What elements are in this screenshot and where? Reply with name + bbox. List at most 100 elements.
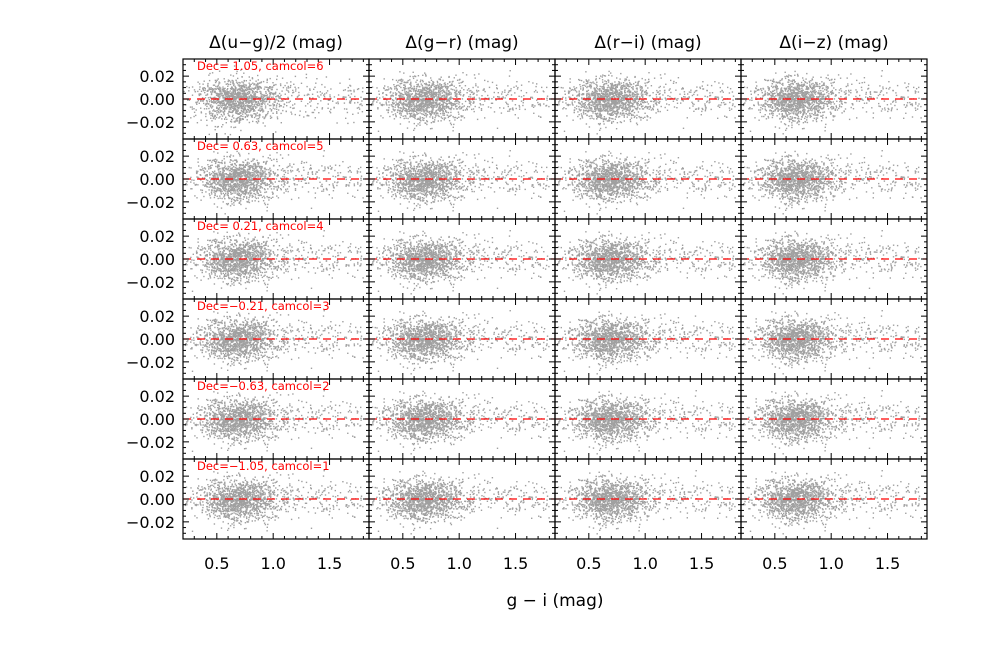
data-point (605, 99, 608, 101)
data-point (210, 97, 212, 99)
data-point (249, 85, 251, 87)
data-point (615, 111, 617, 113)
data-point (641, 95, 643, 97)
data-point (578, 95, 580, 97)
data-point (609, 96, 611, 98)
data-point (825, 123, 827, 126)
data-point (438, 83, 441, 85)
data-point (416, 93, 419, 95)
data-point (248, 87, 250, 89)
data-point (491, 102, 494, 104)
data-point (386, 109, 388, 111)
data-point (605, 95, 607, 98)
data-point (612, 87, 614, 90)
data-point (507, 85, 509, 87)
data-point (610, 109, 613, 112)
data-point (251, 114, 253, 117)
data-point (416, 113, 418, 115)
data-point (216, 114, 219, 116)
data-point (225, 83, 227, 85)
data-point (452, 88, 454, 91)
data-point (407, 81, 409, 84)
data-point (188, 99, 191, 101)
data-point (234, 89, 236, 91)
data-point (458, 116, 460, 118)
data-point (224, 97, 226, 99)
data-point (264, 97, 266, 100)
data-point (450, 88, 452, 90)
data-point (214, 81, 217, 84)
data-point (356, 107, 359, 109)
data-point (591, 92, 593, 94)
data-point (456, 105, 458, 107)
data-point (498, 96, 500, 98)
data-point (431, 127, 433, 130)
data-point (215, 116, 218, 119)
data-point (318, 112, 320, 114)
data-point (629, 96, 631, 98)
data-point (430, 105, 432, 108)
data-point (409, 115, 412, 117)
data-point (269, 93, 272, 96)
data-point (456, 89, 458, 91)
data-point (729, 109, 731, 111)
data-point (414, 107, 416, 109)
data-point (423, 89, 425, 91)
data-point (225, 93, 228, 95)
data-point (636, 87, 638, 89)
data-point (572, 119, 574, 121)
data-point (589, 84, 591, 86)
data-point (628, 93, 631, 95)
data-point (198, 93, 200, 95)
data-point (449, 108, 452, 110)
data-point (230, 108, 232, 111)
data-point (248, 95, 250, 98)
data-point (606, 91, 608, 93)
data-point (214, 101, 217, 104)
data-point (664, 106, 666, 109)
data-point (803, 104, 805, 106)
data-point (630, 94, 632, 96)
data-point (621, 92, 623, 95)
data-point (622, 112, 625, 114)
data-point (642, 117, 644, 119)
data-point (473, 74, 476, 76)
data-point (246, 119, 248, 121)
data-point (220, 113, 223, 116)
data-point (517, 117, 519, 119)
data-point (402, 87, 405, 89)
data-point (233, 109, 235, 111)
data-point (577, 115, 579, 118)
data-point (243, 108, 245, 110)
data-point (440, 87, 443, 89)
data-point (582, 111, 585, 113)
data-point (634, 98, 636, 100)
data-point (587, 85, 589, 88)
data-point (347, 122, 349, 125)
data-point (594, 108, 596, 110)
data-point (243, 92, 245, 95)
data-point (611, 117, 613, 120)
data-point (649, 117, 652, 119)
data-point (450, 108, 452, 111)
data-point (213, 84, 216, 86)
data-point (251, 78, 254, 80)
panel-r1-c1: Dec= 1.05, camcol=6 (182, 58, 370, 140)
data-point (583, 81, 585, 83)
data-point (635, 85, 637, 87)
data-point (802, 103, 805, 106)
data-point (286, 82, 288, 84)
data-point (186, 85, 188, 88)
data-point (880, 75, 883, 77)
data-point (636, 107, 639, 109)
data-point (577, 99, 580, 101)
data-point (251, 105, 253, 107)
data-point (217, 104, 219, 107)
data-point (435, 84, 437, 87)
data-point (474, 77, 476, 79)
data-point (246, 91, 249, 94)
data-point (410, 115, 412, 117)
data-point (409, 75, 411, 78)
data-point (238, 113, 240, 115)
data-point (488, 86, 491, 89)
